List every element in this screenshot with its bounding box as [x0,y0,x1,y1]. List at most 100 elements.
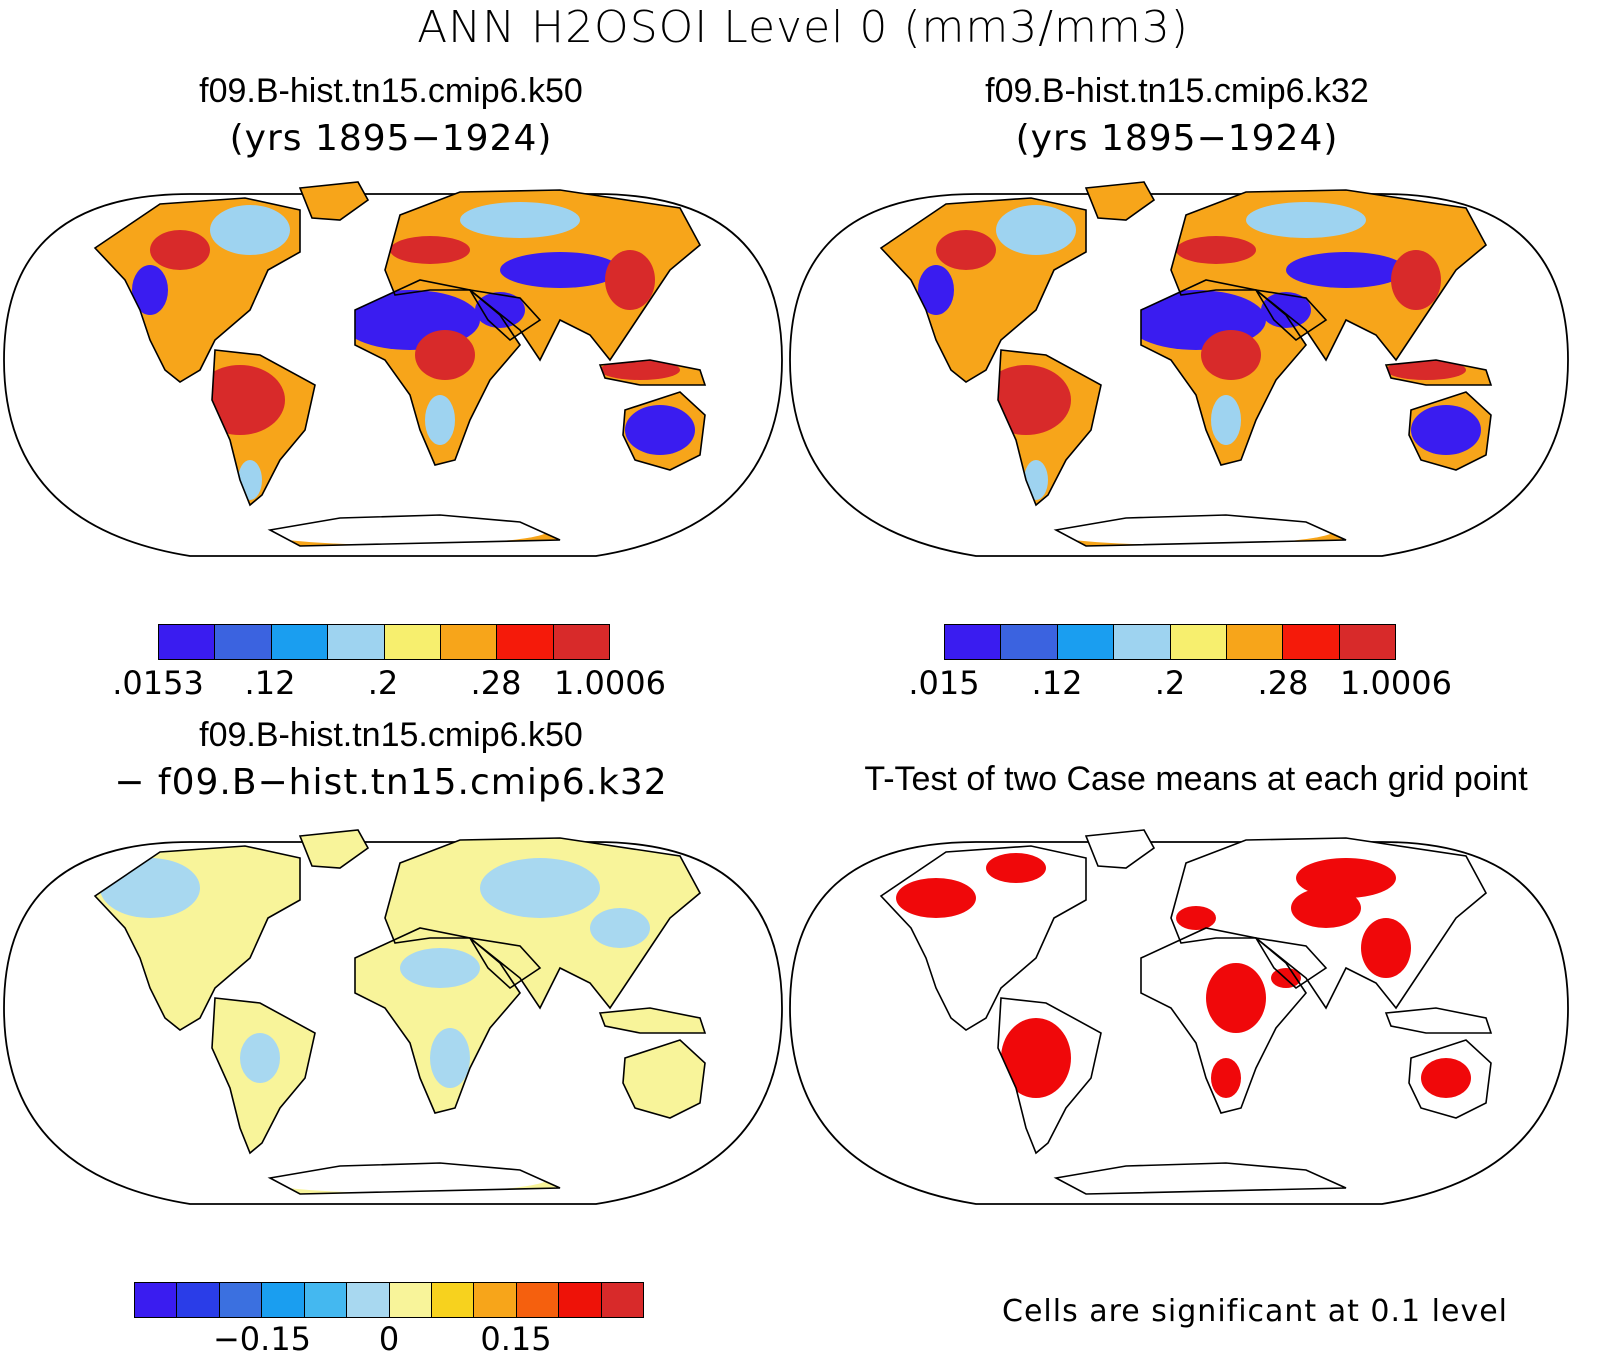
colorbar-cell [177,1283,220,1317]
field-patch [1411,405,1481,455]
colorbar-cell [271,625,329,659]
coastline-namerica [879,845,1087,1031]
field-patch [480,858,600,918]
coastline-australia [622,1039,706,1119]
colorbar-cell [1339,625,1395,659]
coastline-samerica [211,349,316,507]
significant-patch [1001,1018,1071,1098]
panel2-title: f09.B-hist.tn15.cmip6.k32 [985,72,1369,110]
panel1-subtitle: (yrs 1895−1924) [229,118,553,159]
colorbar-cell [1114,625,1171,659]
colorbar-cell [516,1283,560,1317]
colorbar-cell [347,1283,390,1317]
field-patch [250,1163,550,1193]
coastline-australia [1408,1039,1492,1119]
coastline-indonesia [1384,1007,1493,1034]
field-patch [460,202,580,238]
coastline-greenland [298,829,370,869]
land-arabia [1256,938,1326,988]
panel1-title: f09.B-hist.tn15.cmip6.k50 [199,72,583,110]
field-patch [1176,236,1256,264]
coastline-greenland [1084,181,1156,221]
colorbar-cell [945,625,1002,659]
cbar1-tick-label: .12 [244,664,296,702]
field-patch [918,265,954,315]
significant-patch [1361,918,1411,978]
map-case2 [789,181,1569,557]
land-arabia [470,938,540,988]
significant-patch [1206,963,1266,1033]
field-overlay [918,202,1481,545]
significant-patch [1421,1058,1471,1098]
panel3-title: f09.B-hist.tn15.cmip6.k50 [199,716,583,754]
cbar2-tick-label: .28 [1257,664,1309,702]
colorbar-cell [262,1283,305,1317]
coastline-arabia [1254,288,1328,342]
coastline-namerica [93,845,301,1031]
coastline-eurasia [1170,837,1488,1010]
field-patch [150,230,210,270]
cbar1-tick-label: .2 [367,664,399,702]
colorbar-cell [1001,625,1058,659]
significant-patch [1176,906,1216,930]
field-patch [1036,515,1336,545]
colorbar-cell [1057,625,1115,659]
significant-patch [986,853,1046,883]
significance-note: Cells are significant at 0.1 level [1002,1294,1509,1329]
colorbar-difference [134,1282,644,1318]
colorbar-cell [559,1283,602,1317]
land-eurasia [385,838,700,1008]
colorbar-cell [497,625,554,659]
field-patch [425,395,455,445]
cbar3-tick-label: 0 [378,1320,400,1358]
coastline-eurasia [384,837,702,1010]
field-patch [1386,360,1466,380]
colorbar-case1 [158,624,610,660]
colorbar-cell [219,1283,263,1317]
colorbar-case2 [944,624,1396,660]
cbar2-tick-label: .2 [1154,664,1186,702]
field-overlay [132,202,695,545]
land-greenland [1086,830,1154,868]
significant-patch [1211,1058,1241,1098]
cbar2-tick-label: .015 [908,664,980,702]
field-patch [1391,250,1441,310]
coastline-indonesia [598,359,707,386]
significant-patch [1291,888,1361,928]
field-patch [1286,252,1406,288]
coastline-arabia [468,288,542,342]
cbar3-tick-label: 0.15 [480,1320,552,1358]
coastline-eurasia [1170,189,1488,362]
coastline-samerica [997,349,1102,507]
cbar1-tick-label: .0153 [112,664,204,702]
significant-patch [896,878,976,918]
field-patch [400,948,480,988]
coastline-antarctica [267,514,561,547]
coastline-australia [622,391,706,471]
cbar3-tick-label: −0.15 [212,1320,312,1358]
coastline-namerica [93,197,301,383]
colorbar-cell [304,1283,348,1317]
coastline-samerica [997,997,1102,1155]
field-patch [1246,202,1366,238]
colorbar-cell [215,625,272,659]
field-patch [1211,395,1241,445]
coastline-greenland [1084,829,1156,869]
land-greenland [300,830,368,868]
coastline-namerica [879,197,1087,383]
field-patch [132,265,168,315]
field-patch [240,1033,280,1083]
map-difference [3,829,783,1205]
colorbar-cell [601,1283,644,1317]
field-patch [415,330,475,380]
coastline-antarctica [1053,1162,1347,1195]
coastline-eurasia [384,189,702,362]
colorbar-cell [553,625,609,659]
colorbar-cell [159,625,216,659]
colorbar-cell [1170,625,1227,659]
coastline-antarctica [267,1162,561,1195]
colorbar-cell [1283,625,1340,659]
field-patch [500,252,620,288]
field-patch [936,230,996,270]
field-patch [1201,330,1261,380]
